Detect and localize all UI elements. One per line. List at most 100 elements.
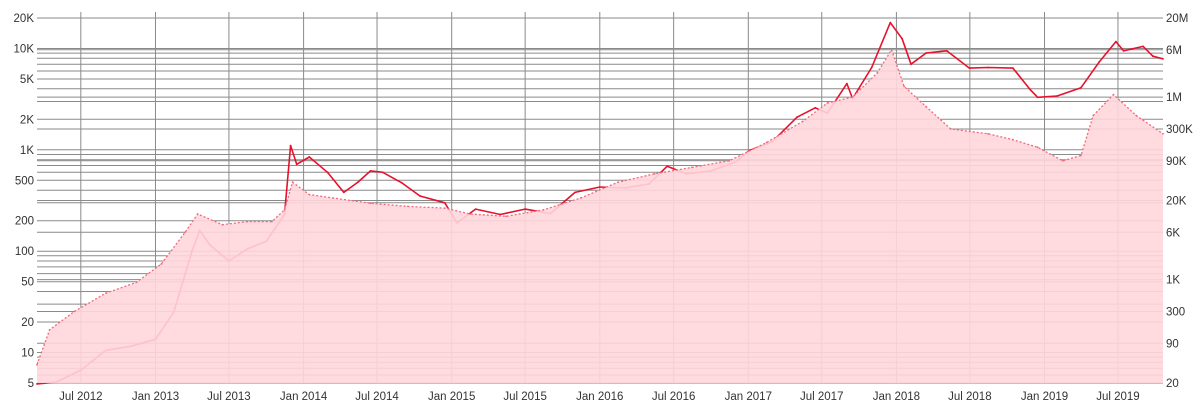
data-point-solid xyxy=(342,191,345,194)
x-tick-label: Jul 2018 xyxy=(948,391,991,403)
data-point-solid xyxy=(796,116,798,119)
data-point-dotted xyxy=(291,181,294,184)
tick-labels: Jul 2012 Jan 2013 Jul 2013 Jan 2014 Jul 2014… xyxy=(14,13,1194,403)
data-point-dotted xyxy=(246,220,249,223)
data-point-solid xyxy=(968,67,971,69)
data-point-dotted xyxy=(184,231,187,234)
y-right-tick-label: 300K xyxy=(1166,124,1193,136)
data-point-dotted xyxy=(903,85,905,88)
data-point-dotted xyxy=(443,207,446,210)
data-point-solid xyxy=(1115,40,1117,43)
series-area-fill xyxy=(37,49,1163,384)
data-point-dotted xyxy=(876,72,879,74)
y-left-tick-label: 50 xyxy=(21,277,34,289)
data-point-solid xyxy=(474,208,477,211)
data-point-dotted xyxy=(283,209,286,211)
data-point-solid xyxy=(1152,55,1154,58)
data-point-solid xyxy=(870,66,873,69)
data-point-dotted xyxy=(505,215,507,218)
data-point-dotted xyxy=(105,292,107,294)
data-point-solid xyxy=(499,213,502,216)
data-point-dotted xyxy=(890,48,893,51)
x-tick-label: Jul 2016 xyxy=(652,391,695,403)
data-point-solid xyxy=(910,63,912,66)
data-point-dotted xyxy=(826,102,829,104)
data-point-solid xyxy=(598,186,601,188)
data-point-dotted xyxy=(542,209,545,211)
y-left-tick-label: 20K xyxy=(14,13,35,25)
data-point-solid xyxy=(401,182,404,185)
data-point-dotted xyxy=(579,197,582,199)
data-point-dotted xyxy=(1061,159,1064,162)
data-point-solid xyxy=(289,144,292,147)
data-point-solid xyxy=(295,163,298,166)
data-point-solid xyxy=(1122,49,1125,52)
data-point-solid xyxy=(814,106,817,109)
y-right-tick-label: 90K xyxy=(1166,156,1187,168)
y-right-tick-label: 1M xyxy=(1166,92,1182,104)
data-point-solid xyxy=(1080,86,1082,89)
y-left-tick-label: 2K xyxy=(20,114,34,126)
data-point-solid xyxy=(524,208,526,211)
data-point-solid xyxy=(1056,95,1058,97)
y-left-tick-label: 10 xyxy=(21,348,34,360)
data-point-dotted xyxy=(653,172,656,175)
data-point-solid xyxy=(1012,67,1014,69)
data-point-solid xyxy=(846,82,848,85)
x-tick-label: Jul 2014 xyxy=(355,391,399,403)
data-point-solid xyxy=(574,191,576,194)
y-right-tick-label: 6K xyxy=(1166,227,1180,239)
x-tick-label: Jul 2013 xyxy=(207,391,250,403)
data-point-dotted xyxy=(271,220,273,223)
y-right-tick-label: 300 xyxy=(1166,307,1185,319)
x-tick-label: Jan 2014 xyxy=(280,391,328,403)
data-point-solid xyxy=(925,52,927,54)
x-tick-label: Jul 2012 xyxy=(59,391,102,403)
data-point-dotted xyxy=(1092,114,1095,117)
x-tick-label: Jan 2019 xyxy=(1021,391,1068,403)
data-point-solid xyxy=(889,21,892,24)
data-point-solid xyxy=(443,201,446,204)
data-point-dotted xyxy=(1135,114,1138,117)
data-point-solid xyxy=(419,195,421,197)
data-point-solid xyxy=(381,171,384,174)
x-tick-label: Jan 2018 xyxy=(873,391,920,403)
data-point-dotted xyxy=(407,205,409,208)
data-point-dotted xyxy=(469,213,471,215)
y-left-tick-label: 200 xyxy=(15,216,34,228)
data-point-dotted xyxy=(691,166,693,169)
y-left-tick-label: 5K xyxy=(20,74,34,86)
series-line-dotted xyxy=(36,48,1164,365)
data-point-solid xyxy=(308,156,311,158)
y-left-tick-label: 10K xyxy=(14,44,35,56)
x-tick-label: Jan 2016 xyxy=(576,391,623,403)
data-point-solid xyxy=(945,49,948,52)
data-point-dotted xyxy=(617,181,619,184)
data-point-dotted xyxy=(1036,146,1039,149)
x-tick-label: Jan 2013 xyxy=(132,391,179,403)
data-point-dotted xyxy=(369,202,372,205)
x-tick-label: Jan 2015 xyxy=(428,391,475,403)
data-point-dotted xyxy=(1012,138,1014,141)
data-point-solid xyxy=(1028,87,1031,90)
data-point-dotted xyxy=(987,132,989,135)
y-right-tick-label: 20K xyxy=(1166,196,1187,208)
data-point-dotted xyxy=(196,213,199,215)
data-point-dotted xyxy=(1080,154,1082,157)
data-point-solid xyxy=(1098,61,1100,64)
x-tick-label: Jul 2017 xyxy=(800,391,843,403)
x-tick-label: Jul 2015 xyxy=(503,391,546,403)
data-point-dotted xyxy=(36,363,38,366)
data-point-solid xyxy=(36,383,38,385)
data-point-dotted xyxy=(308,193,311,196)
data-point-dotted xyxy=(851,96,854,98)
y-right-tick-label: 90 xyxy=(1166,338,1179,350)
data-point-solid xyxy=(1036,96,1039,99)
data-point-dotted xyxy=(728,159,731,162)
data-point-solid xyxy=(666,165,669,168)
data-point-dotted xyxy=(1112,93,1115,96)
y-right-tick-label: 20M xyxy=(1166,13,1188,25)
data-point-dotted xyxy=(801,120,804,123)
